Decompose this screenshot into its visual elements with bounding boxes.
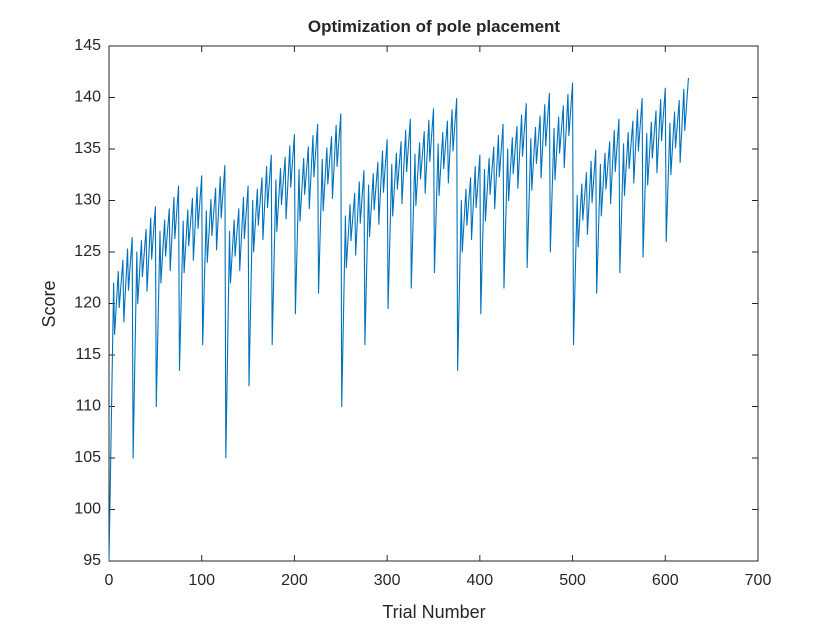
chart-title: Optimization of pole placement xyxy=(308,17,561,36)
x-tick-label: 500 xyxy=(559,572,586,589)
y-tick-label: 110 xyxy=(75,398,101,415)
y-tick-label: 115 xyxy=(75,346,101,363)
data-line xyxy=(108,77,690,562)
x-tick-label: 100 xyxy=(188,572,215,589)
x-tick-label: 0 xyxy=(105,572,114,589)
y-tick-label: 120 xyxy=(74,295,101,312)
y-axis-label: Score xyxy=(39,280,59,327)
y-tick-label: 140 xyxy=(74,89,101,106)
y-tick-label: 95 xyxy=(83,552,101,569)
x-tick-label: 200 xyxy=(281,572,308,589)
x-tick-label: 600 xyxy=(652,572,679,589)
x-tick-label: 700 xyxy=(745,572,772,589)
x-tick-label: 300 xyxy=(374,572,401,589)
y-tick-label: 125 xyxy=(74,243,101,260)
y-tick-label: 145 xyxy=(74,37,101,54)
y-tick-label: 100 xyxy=(74,501,101,518)
y-tick-label: 130 xyxy=(74,192,101,209)
x-axis-label: Trial Number xyxy=(382,602,485,622)
y-tick-label: 135 xyxy=(74,140,101,157)
y-tick-label: 105 xyxy=(74,449,101,466)
x-tick-label: 400 xyxy=(467,572,494,589)
